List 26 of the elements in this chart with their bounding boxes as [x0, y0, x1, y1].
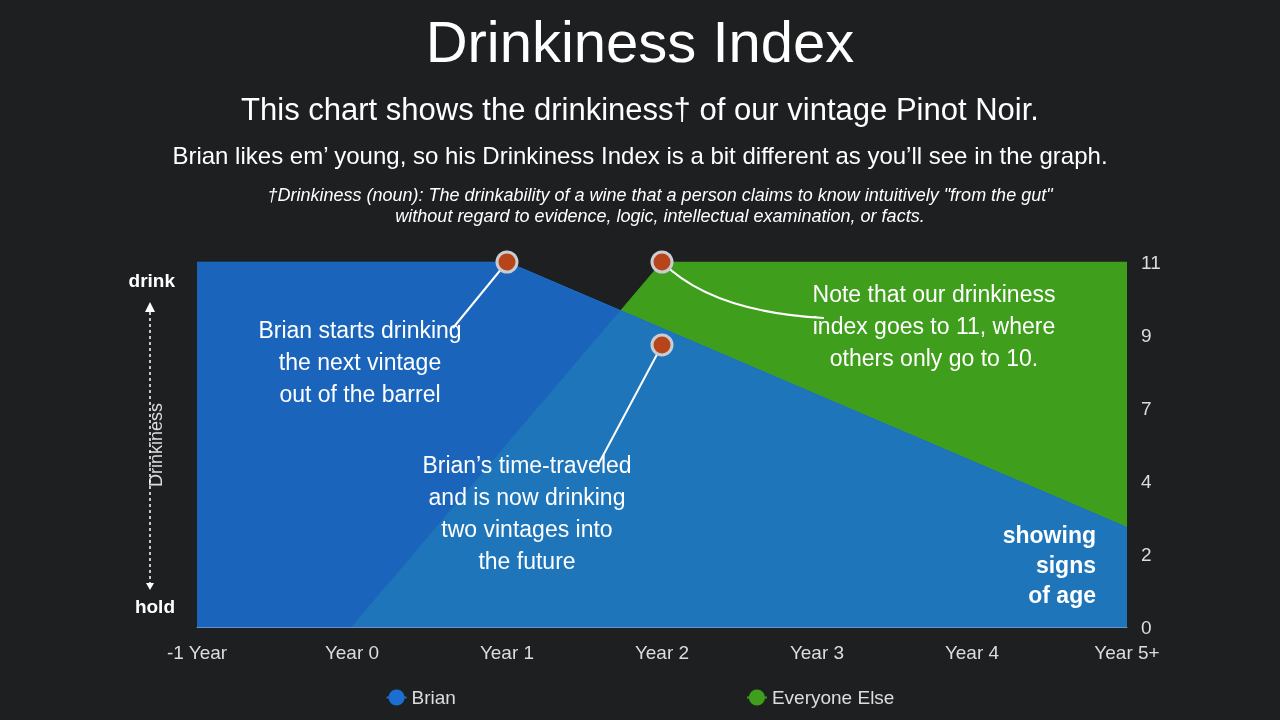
- x-tick-label: Year 2: [634, 642, 690, 663]
- x-tick-label: Year 1: [479, 642, 535, 663]
- y-tick-label: 4: [1141, 470, 1152, 492]
- y-axis-title: Drinkiness: [145, 402, 167, 488]
- y-tick-label: 0: [1141, 616, 1152, 638]
- x-tick-label: Year 5+: [1094, 642, 1160, 663]
- annotation: Brian starts drinking the next vintage out of the barrel: [258, 316, 462, 409]
- y-tick-label: 9: [1141, 324, 1152, 346]
- y-tick-label: 11: [1141, 251, 1161, 273]
- legend-label: Brian: [411, 687, 456, 708]
- annotation: Note that our drinkiness index goes to 11, where others only go to 10.: [812, 280, 1056, 373]
- annotation: Brian’s time-traveled and is now drinking two vintages into the future: [422, 450, 632, 576]
- text: †Drinkiness (noun): The drinkability of a wine that a person claims to know intuitively "from the gut" without regard to evidence, logic, intellectual examination, or facts.: [266, 185, 1055, 227]
- text: Brian likes em’ young, so his Drinkiness Index is a bit different as you’ll see in the graph.: [171, 142, 1109, 170]
- x-tick-label: Year 3: [789, 642, 845, 663]
- x-tick-label: Year 0: [324, 642, 380, 663]
- y-tick-label: 2: [1141, 543, 1152, 565]
- annotation: showing signs of age: [1001, 521, 1096, 610]
- x-tick-label: -1 Year: [166, 642, 228, 663]
- y-tick-label: 7: [1141, 397, 1152, 419]
- chart-subtitle: This chart shows the drinkiness† of our vintage Pinot Noir.: [240, 92, 1040, 128]
- legend-label: Everyone Else: [771, 687, 895, 708]
- chart-title: Drinkiness Index: [424, 8, 856, 75]
- text: drink: [127, 270, 175, 292]
- x-tick-label: Year 4: [944, 642, 1000, 663]
- text: hold: [133, 596, 175, 618]
